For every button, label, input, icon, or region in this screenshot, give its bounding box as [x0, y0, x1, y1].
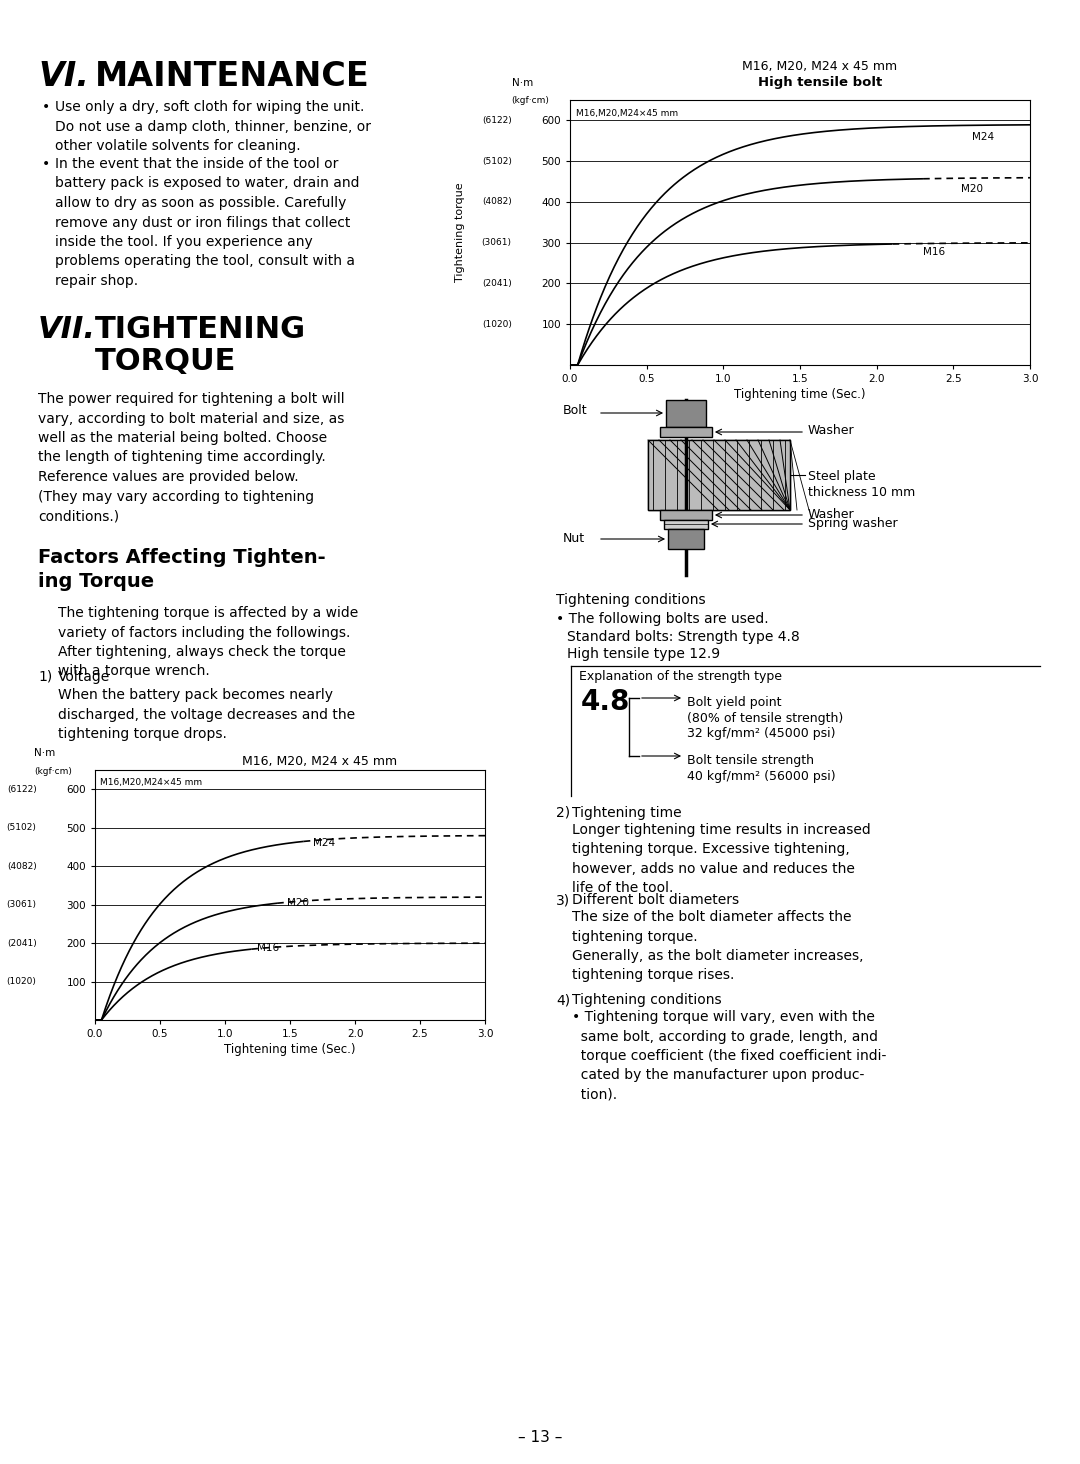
Bar — [666, 400, 706, 427]
Text: The power required for tightening a bolt will
vary, according to bolt material a: The power required for tightening a bolt… — [38, 392, 345, 523]
Text: N·m: N·m — [512, 78, 534, 88]
Text: • Tightening torque will vary, even with the
  same bolt, according to grade, le: • Tightening torque will vary, even with… — [572, 1010, 887, 1102]
Text: M16: M16 — [257, 943, 280, 953]
Text: (5102): (5102) — [482, 157, 512, 165]
Text: M24: M24 — [313, 837, 336, 848]
Text: (2041): (2041) — [6, 938, 37, 947]
Text: Factors Affecting Tighten-: Factors Affecting Tighten- — [38, 548, 326, 567]
Text: Voltage: Voltage — [58, 671, 110, 684]
Text: •: • — [42, 100, 51, 114]
Text: Nut: Nut — [563, 533, 585, 546]
Text: (6122): (6122) — [482, 116, 512, 124]
Text: Steel plate: Steel plate — [808, 470, 876, 483]
Text: VII.: VII. — [38, 315, 96, 344]
Text: (1020): (1020) — [6, 976, 37, 987]
Text: 2): 2) — [556, 807, 570, 820]
Text: Washer: Washer — [808, 425, 854, 438]
Text: • The following bolts are used.: • The following bolts are used. — [556, 612, 769, 627]
Text: MAINTENANCE: MAINTENANCE — [95, 60, 369, 94]
Text: (5102): (5102) — [6, 823, 37, 832]
Text: M16: M16 — [922, 247, 945, 258]
Text: 40 kgf/mm² (56000 psi): 40 kgf/mm² (56000 psi) — [687, 770, 836, 783]
Text: 1): 1) — [38, 671, 52, 684]
Text: (2041): (2041) — [482, 280, 512, 288]
Text: When the battery pack becomes nearly
discharged, the voltage decreases and the
t: When the battery pack becomes nearly dis… — [58, 688, 355, 741]
Bar — [669, 529, 704, 549]
Text: Longer tightening time results in increased
tightening torque. Excessive tighten: Longer tightening time results in increa… — [572, 823, 870, 896]
Text: Washer: Washer — [808, 508, 854, 521]
X-axis label: Tightening time (Sec.): Tightening time (Sec.) — [734, 388, 866, 401]
Text: M20: M20 — [287, 897, 309, 908]
Text: (kgf·cm): (kgf·cm) — [512, 97, 550, 105]
Text: Bolt: Bolt — [563, 404, 588, 416]
Text: TIGHTENING: TIGHTENING — [95, 315, 306, 344]
Text: TORQUE: TORQUE — [95, 347, 237, 376]
Text: VI.: VI. — [38, 60, 89, 94]
Text: M16, M20, M24 x 45 mm: M16, M20, M24 x 45 mm — [742, 60, 897, 73]
Text: High tensile bolt: High tensile bolt — [758, 76, 882, 89]
Text: (4082): (4082) — [482, 198, 512, 206]
Bar — [648, 441, 789, 509]
Text: High tensile type 12.9: High tensile type 12.9 — [567, 647, 720, 662]
Text: •: • — [42, 157, 51, 171]
Text: Tightening conditions: Tightening conditions — [572, 993, 721, 1007]
Text: (kgf·cm): (kgf·cm) — [33, 767, 71, 776]
Text: N·m: N·m — [33, 748, 55, 758]
Text: ing Torque: ing Torque — [38, 572, 154, 591]
Text: M24: M24 — [972, 132, 994, 142]
Text: M16, M20, M24 x 45 mm: M16, M20, M24 x 45 mm — [242, 755, 397, 769]
Text: Bolt tensile strength: Bolt tensile strength — [687, 754, 814, 767]
Text: Standard bolt: Standard bolt — [269, 772, 372, 785]
Text: Bolt yield point: Bolt yield point — [687, 695, 782, 709]
Text: 32 kgf/mm² (45000 psi): 32 kgf/mm² (45000 psi) — [687, 728, 836, 739]
Text: thickness 10 mm: thickness 10 mm — [808, 486, 915, 499]
Bar — [648, 441, 789, 509]
Text: 3): 3) — [556, 893, 570, 908]
Text: Standard bolts: Strength type 4.8: Standard bolts: Strength type 4.8 — [567, 630, 800, 644]
Text: (6122): (6122) — [6, 785, 37, 793]
Bar — [664, 520, 708, 529]
X-axis label: Tightening time (Sec.): Tightening time (Sec.) — [225, 1044, 355, 1056]
Y-axis label: Tightening torque: Tightening torque — [455, 183, 465, 283]
Text: The size of the bolt diameter affects the
tightening torque.
Generally, as the b: The size of the bolt diameter affects th… — [572, 911, 864, 982]
Text: M16,M20,M24×45 mm: M16,M20,M24×45 mm — [576, 108, 678, 119]
Bar — [660, 509, 712, 520]
Text: 4): 4) — [556, 993, 570, 1007]
Text: (1020): (1020) — [482, 319, 512, 329]
Text: (80% of tensile strength): (80% of tensile strength) — [687, 712, 843, 725]
Text: 4.8: 4.8 — [581, 688, 631, 716]
Text: M16,M20,M24×45 mm: M16,M20,M24×45 mm — [100, 779, 202, 788]
Text: Tightening time: Tightening time — [572, 807, 681, 820]
Bar — [660, 427, 712, 436]
Text: (4082): (4082) — [6, 862, 37, 871]
Text: Spring washer: Spring washer — [808, 517, 897, 530]
Text: (3061): (3061) — [482, 239, 512, 247]
Text: Explanation of the strength type: Explanation of the strength type — [579, 671, 782, 684]
Text: The tightening torque is affected by a wide
variety of factors including the fol: The tightening torque is affected by a w… — [58, 606, 359, 678]
Text: – 13 –: – 13 – — [517, 1430, 563, 1445]
Text: Different bolt diameters: Different bolt diameters — [572, 893, 739, 908]
Text: In the event that the inside of the tool or
battery pack is exposed to water, dr: In the event that the inside of the tool… — [55, 157, 360, 288]
Text: (3061): (3061) — [6, 900, 37, 909]
Text: Use only a dry, soft cloth for wiping the unit.
Do not use a damp cloth, thinner: Use only a dry, soft cloth for wiping th… — [55, 100, 372, 154]
Text: M20: M20 — [961, 184, 983, 193]
Text: Tightening conditions: Tightening conditions — [556, 593, 705, 608]
